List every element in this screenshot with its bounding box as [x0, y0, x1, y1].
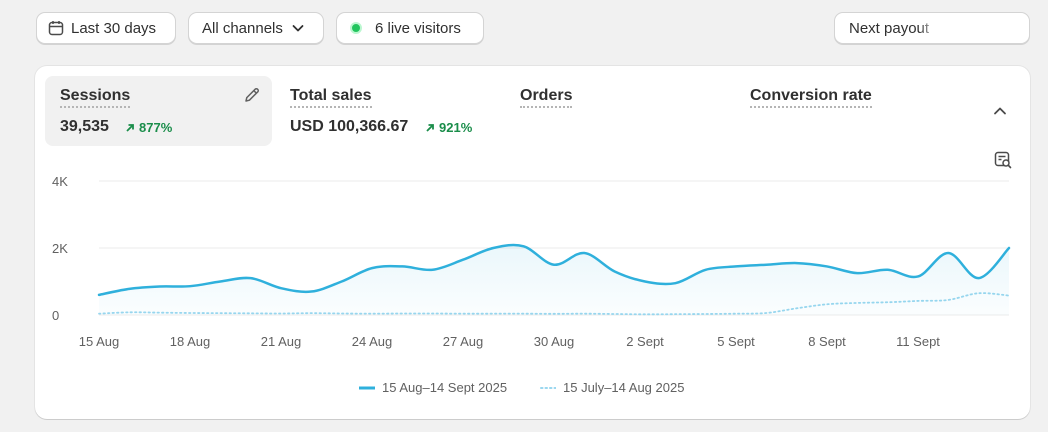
legend-previous-label: 15 July–14 Aug 2025 — [563, 380, 685, 395]
series-line-current — [97, 243, 1011, 297]
x-tick-label: 2 Sept — [626, 334, 664, 349]
sessions-line-chart: 4K 2K 0 15 Aug 18 Aug 21 Aug 24 Aug 27 Aug 30 Au… — [52, 174, 1011, 349]
legend-previous-period: 15 July–14 Aug 2025 — [540, 380, 684, 395]
metric-label-orders[interactable]: Orders — [520, 87, 573, 108]
legend-current-period: 15 Aug–14 Sept 2025 — [359, 380, 507, 395]
x-tick-label: 21 Aug — [261, 334, 302, 349]
x-tick-label: 5 Sept — [717, 334, 755, 349]
edit-pencil-icon[interactable] — [243, 86, 261, 109]
legend-dotted-line-icon — [540, 386, 556, 389]
metric-tab-sessions[interactable]: Sessions 39,535 877% — [45, 76, 272, 146]
collapse-chevron-up-icon[interactable] — [991, 102, 1009, 125]
arrow-up-right-icon — [126, 123, 134, 132]
chart-insights-icon[interactable] — [993, 150, 1013, 175]
arrow-up-right-icon — [426, 123, 434, 132]
x-tick-label: 30 Aug — [534, 334, 575, 349]
analytics-card: Sessions 39,535 877% Total sales USD 100… — [35, 66, 1030, 419]
x-tick-label: 15 Aug — [79, 334, 120, 349]
metric-change-sessions: 877% — [125, 120, 172, 135]
y-tick-label: 4K — [52, 174, 68, 189]
calendar-icon — [48, 20, 64, 36]
x-tick-label: 11 Sept — [896, 334, 940, 349]
channels-label: All channels — [202, 19, 283, 37]
live-visitors-label: 6 live visitors — [375, 19, 461, 37]
date-range-label: Last 30 days — [71, 19, 157, 37]
live-status-dot-icon — [350, 22, 362, 34]
metric-label-conversion-rate[interactable]: Conversion rate — [750, 87, 872, 108]
metric-value-sessions: 39,535 — [60, 118, 109, 135]
series-area-current — [99, 245, 1009, 315]
chevron-down-icon — [291, 21, 305, 35]
metric-change-total-sales: 921% — [425, 120, 472, 135]
metric-change-sessions-value: 877% — [139, 120, 173, 135]
metric-label-sessions[interactable]: Sessions — [60, 87, 131, 108]
channels-dropdown[interactable]: All channels — [188, 12, 324, 44]
next-payout-label: Next payout — [849, 19, 930, 37]
x-tick-label: 27 Aug — [443, 334, 484, 349]
y-tick-label: 0 — [52, 308, 59, 323]
x-tick-label: 8 Sept — [808, 334, 846, 349]
metric-change-total-sales-value: 921% — [439, 120, 473, 135]
x-tick-label: 24 Aug — [352, 334, 393, 349]
y-tick-label: 2K — [52, 241, 68, 256]
legend-solid-line-icon — [359, 386, 375, 389]
metric-label-total-sales[interactable]: Total sales — [290, 87, 372, 108]
date-range-button[interactable]: Last 30 days — [36, 12, 176, 44]
next-payout-button[interactable]: Next payout — [834, 12, 1030, 44]
legend-current-label: 15 Aug–14 Sept 2025 — [382, 380, 508, 395]
metric-value-total-sales: USD 100,366.67 — [290, 118, 409, 135]
live-visitors-button[interactable]: 6 live visitors — [336, 12, 484, 44]
x-tick-label: 18 Aug — [170, 334, 211, 349]
